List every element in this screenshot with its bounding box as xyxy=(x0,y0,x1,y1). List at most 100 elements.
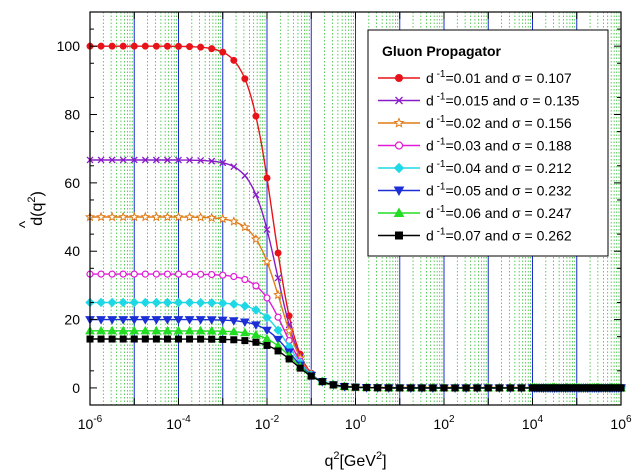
data-point xyxy=(217,316,228,326)
axes: 0 20 40 60 80 100 10-6 10-4 10-2 100 102 104 106 xyxy=(57,12,632,432)
legend-box xyxy=(367,29,609,257)
legend-entry: d -1=0.06 and σ = 0.247 xyxy=(426,204,572,221)
data-point xyxy=(517,384,525,392)
data-point xyxy=(186,156,194,164)
data-point xyxy=(252,338,260,346)
x-tick-label: 106 xyxy=(610,414,632,432)
data-point xyxy=(240,318,250,328)
legend-entry: d -1=0.07 and σ = 0.262 xyxy=(426,227,572,244)
data-point xyxy=(240,327,250,337)
legend-entry: d -1=0.05 and σ = 0.232 xyxy=(426,182,572,199)
legend-marker xyxy=(393,186,405,197)
series-layer xyxy=(84,42,627,393)
x-tick-label: 10-2 xyxy=(255,414,280,432)
data-point xyxy=(241,172,249,180)
data-point xyxy=(197,156,205,164)
data-point xyxy=(141,156,149,164)
y-tick-label: 20 xyxy=(64,312,80,328)
data-point xyxy=(140,297,151,308)
x-tick-label: 10-4 xyxy=(166,414,191,432)
data-point xyxy=(97,42,105,50)
data-point xyxy=(451,384,459,392)
data-point xyxy=(151,211,162,222)
data-point xyxy=(108,156,116,164)
data-point xyxy=(118,325,129,335)
data-point xyxy=(184,297,195,308)
data-point xyxy=(141,335,149,343)
data-point xyxy=(396,384,404,392)
data-point xyxy=(252,191,260,199)
data-point xyxy=(274,347,282,355)
data-point xyxy=(473,384,481,392)
data-point xyxy=(206,326,217,335)
data-point xyxy=(296,364,304,372)
data-point xyxy=(162,211,173,222)
data-point xyxy=(228,317,239,326)
data-point xyxy=(175,156,182,164)
y-tick-label: 0 xyxy=(72,380,80,396)
data-point xyxy=(262,333,272,343)
data-point xyxy=(462,384,470,392)
data-point xyxy=(230,272,238,281)
data-point xyxy=(140,211,151,222)
data-point xyxy=(273,335,283,345)
legend-entry: d -1=0.04 and σ = 0.212 xyxy=(426,159,572,176)
data-point xyxy=(208,45,216,53)
data-point xyxy=(219,159,227,167)
legend-entry: d -1=0.015 and σ = 0.135 xyxy=(426,92,580,109)
data-point xyxy=(152,42,160,50)
data-point xyxy=(162,316,173,325)
data-point xyxy=(229,299,239,309)
data-point xyxy=(186,335,194,343)
data-point xyxy=(263,174,271,182)
data-point xyxy=(119,42,127,50)
data-point xyxy=(506,384,514,392)
data-point xyxy=(163,42,171,50)
data-point xyxy=(97,156,105,164)
data-point xyxy=(151,325,162,335)
data-point xyxy=(219,48,227,56)
data-point xyxy=(130,42,138,50)
data-point xyxy=(108,335,116,343)
data-point xyxy=(273,325,283,335)
data-point xyxy=(495,384,503,392)
data-point xyxy=(163,156,171,164)
data-point xyxy=(130,270,138,278)
data-point xyxy=(206,212,217,223)
data-point xyxy=(240,301,250,311)
data-point xyxy=(195,325,206,335)
data-point xyxy=(262,326,272,336)
legend: Gluon Propagator d -1=0.01 and σ = 0.107 d… xyxy=(367,29,609,257)
data-point xyxy=(241,337,249,345)
legend-marker xyxy=(393,162,405,174)
data-point xyxy=(274,249,282,257)
data-point xyxy=(218,298,228,308)
data-point xyxy=(208,157,216,165)
data-point xyxy=(185,270,194,278)
data-point xyxy=(239,221,250,232)
data-point xyxy=(107,297,117,308)
data-point xyxy=(273,289,284,300)
axis-labels: q2[GeV2] d(q2)^ xyxy=(17,191,387,470)
legend-marker xyxy=(395,231,403,240)
data-point xyxy=(230,336,238,344)
data-point xyxy=(152,270,160,278)
data-point xyxy=(119,270,127,278)
legend-marker xyxy=(393,207,405,217)
data-point xyxy=(119,156,127,164)
data-point xyxy=(96,316,106,325)
data-point xyxy=(374,384,382,392)
data-point xyxy=(129,325,140,335)
data-point xyxy=(130,335,138,343)
legend-marker xyxy=(393,117,405,128)
data-point xyxy=(140,316,151,325)
data-point xyxy=(206,298,217,308)
data-point xyxy=(208,335,216,343)
data-point xyxy=(96,325,106,335)
legend-title: Gluon Propagator xyxy=(382,43,502,59)
data-point xyxy=(262,312,272,323)
data-point xyxy=(173,325,184,335)
data-point xyxy=(318,378,326,386)
data-point xyxy=(130,156,138,164)
